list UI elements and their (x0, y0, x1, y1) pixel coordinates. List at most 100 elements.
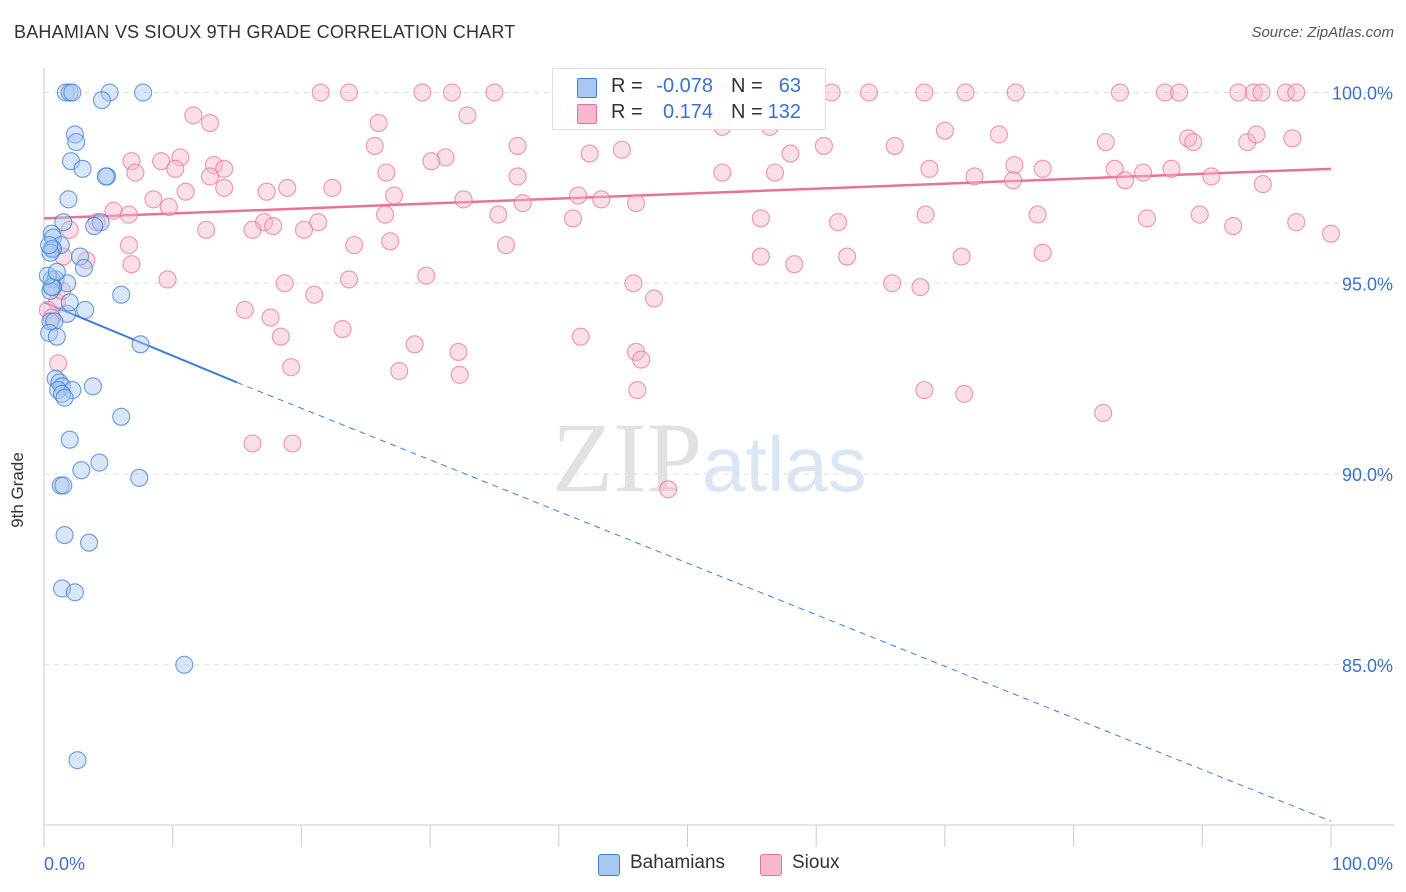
point-sioux (1247, 125, 1266, 144)
trend-line-bahamians (43, 301, 238, 384)
point-sioux (449, 342, 468, 361)
point-bahamians (90, 453, 109, 472)
point-sioux (122, 255, 141, 274)
point-sioux (144, 190, 163, 209)
y-tick-label: 95.0% (1342, 274, 1393, 294)
point-sioux (339, 270, 359, 289)
point-sioux (119, 205, 138, 224)
point-sioux (592, 190, 611, 209)
point-sioux (838, 247, 857, 266)
point-sioux (1096, 133, 1115, 152)
stats-legend: R = -0.078 N = 63 R = 0.174 N = 132 (552, 68, 826, 130)
point-sioux (235, 300, 254, 320)
point-bahamians (74, 258, 93, 278)
point-sioux (489, 205, 508, 224)
point-sioux (1005, 155, 1024, 175)
point-sioux (1155, 83, 1175, 102)
point-sioux (1238, 133, 1257, 152)
bottom-legend-swatch-bahamians (598, 854, 620, 876)
point-sioux (915, 83, 934, 102)
point-bahamians (73, 159, 92, 178)
point-sioux (496, 236, 516, 255)
point-sioux (1276, 83, 1296, 102)
tick-labels: 85.0% 90.0% 95.0% 100.0% 0.0% 100.0% (44, 84, 1393, 874)
point-sioux (1287, 83, 1306, 102)
point-sioux (311, 83, 330, 102)
point-sioux (158, 270, 177, 289)
point-bahamians (55, 526, 74, 545)
point-bahamians (72, 461, 91, 480)
point-bahamians (47, 327, 66, 346)
point-sioux (1094, 403, 1113, 423)
point-bahamians (47, 262, 66, 281)
point-bahamians (63, 83, 82, 102)
point-sioux (952, 247, 971, 266)
chart-title: BAHAMIAN VS SIOUX 9TH GRADE CORRELATION … (14, 22, 516, 42)
point-sioux (339, 83, 359, 102)
axes (43, 68, 1394, 847)
trend-line-bahamians-extension (236, 381, 1332, 822)
point-sioux (152, 152, 171, 171)
point-sioux (323, 178, 342, 197)
point-sioux (49, 354, 68, 373)
point-sioux (508, 136, 527, 155)
point-bahamians (56, 83, 75, 102)
point-sioux (176, 182, 195, 201)
point-sioux (413, 83, 432, 102)
series-sioux (38, 83, 1341, 499)
point-sioux (417, 266, 436, 285)
point-bahamians (134, 83, 153, 102)
point-sioux (1137, 209, 1157, 228)
point-sioux (390, 361, 409, 381)
point-sioux (122, 152, 141, 171)
point-sioux (243, 434, 262, 453)
point-bahamians (63, 381, 82, 400)
legend-n-value: 132 (767, 101, 801, 123)
point-sioux (1224, 216, 1243, 236)
point-sioux (612, 140, 631, 159)
point-sioux (781, 144, 800, 163)
legend-r-value: 0.174 (662, 101, 713, 123)
point-sioux (450, 365, 469, 384)
point-bahamians (76, 300, 95, 320)
point-sioux (271, 327, 290, 346)
point-sioux (920, 159, 939, 178)
x-tick-label: 0.0% (44, 854, 85, 874)
point-sioux (785, 255, 804, 274)
legend-n-label: N = (731, 75, 763, 97)
point-bahamians (85, 216, 104, 236)
point-sioux (1229, 83, 1248, 102)
point-sioux (1116, 171, 1135, 190)
point-bahamians (65, 583, 84, 602)
point-sioux (385, 186, 404, 205)
point-sioux (751, 247, 770, 266)
point-sioux (60, 220, 79, 239)
point-sioux (513, 194, 532, 213)
point-sioux (283, 434, 302, 453)
legend-row-sioux: R = 0.174 N = 132 (553, 101, 825, 127)
series-bahamians (38, 83, 194, 770)
point-sioux (261, 308, 280, 327)
point-sioux (632, 350, 651, 369)
point-bahamians (54, 213, 73, 232)
point-sioux (644, 289, 664, 308)
point-sioux (1110, 83, 1129, 102)
x-tick-label: 100.0% (1332, 854, 1393, 874)
point-sioux (1321, 224, 1341, 243)
trend-lines (43, 167, 1332, 822)
point-sioux (1033, 159, 1052, 178)
point-sioux (376, 205, 395, 224)
point-bahamians (41, 243, 60, 262)
point-sioux (200, 113, 220, 133)
point-bahamians (55, 388, 74, 407)
point-sioux (458, 106, 477, 125)
point-sioux (257, 182, 276, 201)
y-tick-label: 100.0% (1332, 84, 1393, 104)
point-sioux (345, 236, 364, 255)
legend-row-bahamians: R = -0.078 N = 63 (553, 75, 825, 101)
point-bahamians (96, 167, 115, 186)
point-bahamians (68, 751, 87, 770)
source-label: Source: ZipAtlas.com (1251, 24, 1394, 41)
point-sioux (184, 106, 203, 125)
